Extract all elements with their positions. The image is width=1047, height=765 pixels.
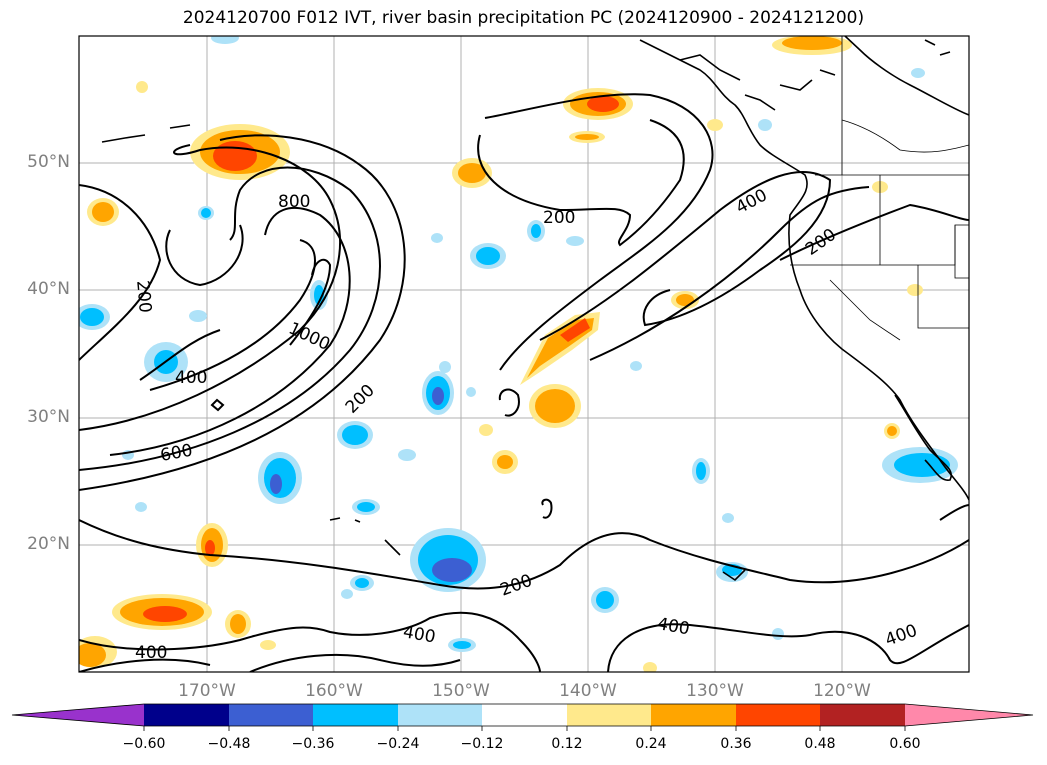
colorbar-tick-label: −0.60 [122, 736, 166, 752]
lon-label: 140°W [559, 681, 617, 701]
colorbar [11, 703, 1034, 731]
colorbar-bin [820, 704, 905, 726]
colorbar-bin [651, 704, 736, 726]
colorbar-tick-label: 0.24 [635, 736, 667, 752]
colorbar-bin [313, 704, 398, 726]
colorbar-tick-label: 0.48 [804, 736, 836, 752]
colorbar-tick-label: −0.48 [207, 736, 251, 752]
ivt-contours [79, 93, 969, 672]
colorbar-extend-high [905, 704, 1033, 726]
contour-label: 400 [883, 621, 920, 651]
contour-label: 200 [498, 571, 535, 601]
map-frame [78, 35, 970, 673]
colorbar-tick-label: 0.36 [720, 736, 752, 752]
coastline [101, 36, 969, 582]
contour-label: 400 [733, 185, 771, 218]
colorbar-extend-low [12, 704, 144, 726]
colorbar-tick-label: 0.60 [889, 736, 921, 752]
contour-label: 400 [175, 368, 207, 388]
map-plot-area: 800 200 400 200 200 400 1000 200 600 200… [79, 36, 969, 672]
colorbar-tick-label: 0.12 [551, 736, 583, 752]
lat-label: 40°N [27, 279, 70, 299]
colorbar-bin [398, 704, 482, 726]
lon-label: 150°W [432, 681, 490, 701]
colorbar-bin [567, 704, 651, 726]
lat-label: 30°N [27, 407, 70, 427]
colorbar-tick-label: −0.36 [291, 736, 335, 752]
contour-label: 800 [278, 192, 310, 212]
contour-label: 600 [159, 441, 194, 466]
colorbar-tick-label: −0.12 [460, 736, 504, 752]
contour-label: 400 [135, 643, 167, 663]
colorbar-bin [736, 704, 820, 726]
map-title: 2024120700 F012 IVT, river basin precipi… [182, 8, 865, 28]
negative-anomaly-shading [79, 36, 958, 652]
lon-label: 130°W [686, 681, 744, 701]
lon-label: 120°W [813, 681, 871, 701]
contour-label: 200 [543, 208, 575, 228]
state-borders [790, 36, 969, 341]
colorbar-bin [144, 704, 229, 726]
lat-label: 50°N [27, 152, 70, 172]
colorbar-tick-label: −0.24 [376, 736, 420, 752]
contour-label: 400 [656, 614, 691, 639]
contour-label: 400 [402, 622, 437, 647]
lon-label: 170°W [178, 681, 236, 701]
colorbar-bin [482, 704, 567, 726]
contour-label: 1000 [285, 319, 333, 355]
colorbar-bin [229, 704, 313, 726]
contour-label: 200 [342, 381, 379, 418]
lat-label: 20°N [27, 534, 70, 554]
lon-label: 160°W [305, 681, 363, 701]
positive-anomaly-shading [79, 36, 923, 672]
contour-label: 200 [132, 280, 155, 314]
